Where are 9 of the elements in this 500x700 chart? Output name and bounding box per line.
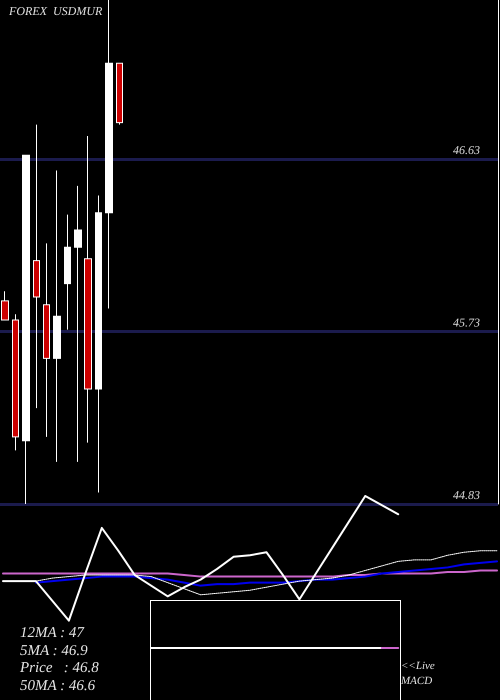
annotation: 5MA : 46.9: [20, 642, 88, 660]
text: <<Live MACD: [401, 659, 436, 689]
y-tick-label: 46.63: [453, 143, 480, 158]
text: Price : 46.8: [20, 660, 99, 678]
chart-title: FOREX USDMUR: [9, 4, 102, 18]
y-tick-label: 44.83: [453, 488, 480, 502]
y-tick-label: 45.73: [453, 316, 480, 330]
annotation: 12MA : 47: [20, 625, 84, 642]
text: 50MA : 46.6: [20, 678, 96, 695]
